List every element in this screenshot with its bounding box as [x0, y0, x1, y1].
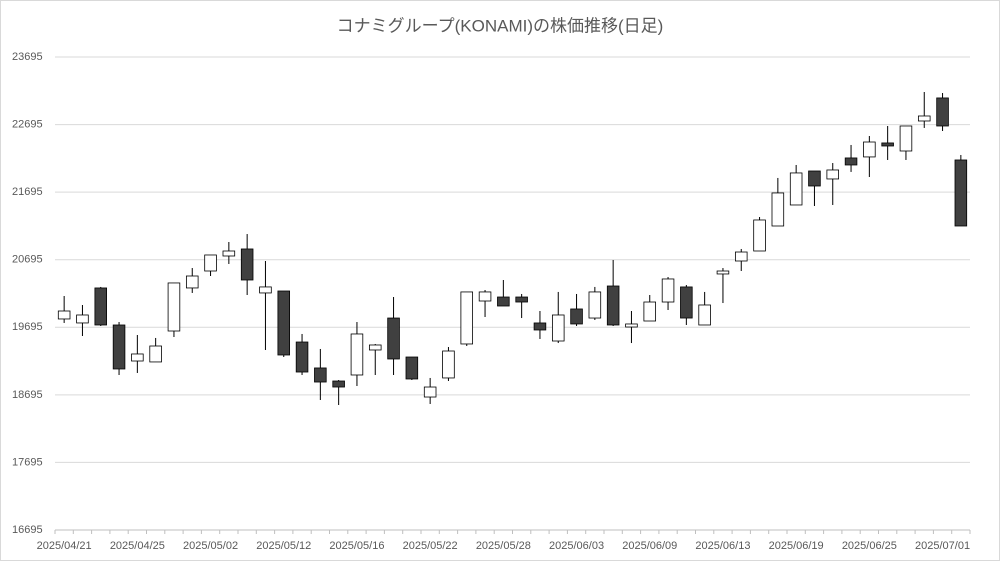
x-tick-label: 2025/06/09 — [622, 540, 677, 552]
candle-body — [368, 344, 382, 351]
candle-body — [222, 250, 236, 257]
candle-body — [295, 341, 309, 373]
candle-body — [844, 157, 858, 166]
candle-body — [76, 314, 89, 324]
candle-body — [478, 291, 492, 302]
x-tick-label: 2025/05/28 — [476, 540, 531, 552]
candle-body — [112, 324, 126, 370]
candle-body — [332, 380, 345, 388]
candle-body — [497, 296, 510, 307]
candle-body — [533, 322, 547, 331]
candle-body — [863, 141, 876, 158]
candle-body — [789, 172, 803, 206]
candle-body — [625, 323, 638, 328]
x-tick-label: 2025/05/22 — [403, 540, 458, 552]
candle-body — [734, 251, 748, 262]
candle-body — [588, 291, 602, 319]
x-tick-label: 2025/06/13 — [695, 540, 750, 552]
candle-body — [57, 310, 71, 320]
candle-body — [771, 192, 785, 227]
candle-body — [643, 301, 657, 322]
candle-body — [259, 286, 272, 294]
candle-body — [954, 159, 968, 227]
candle-body — [826, 169, 840, 180]
x-tick-label: 2025/06/25 — [842, 540, 897, 552]
y-tick-label: 20695 — [12, 254, 43, 266]
x-tick-label: 2025/05/12 — [256, 540, 311, 552]
candle-body — [240, 248, 254, 281]
candle-body — [606, 285, 620, 326]
candle-body — [387, 317, 400, 360]
candle-body — [314, 367, 327, 383]
candle-body — [350, 333, 364, 376]
candle-body — [698, 304, 711, 326]
candle-body — [277, 290, 291, 356]
x-tick-label: 2025/04/25 — [110, 540, 165, 552]
candle-body — [94, 287, 108, 326]
candle-body — [515, 296, 528, 303]
y-tick-label: 19695 — [12, 321, 43, 333]
y-tick-label: 21695 — [12, 186, 43, 198]
candle-body — [753, 219, 766, 252]
candle-body — [460, 291, 474, 345]
candle-body — [149, 345, 162, 363]
candle-body — [570, 308, 583, 325]
candle-body — [661, 278, 675, 303]
candle-body — [917, 115, 931, 122]
x-tick-label: 2025/07/01 — [915, 540, 970, 552]
candle-body — [405, 356, 419, 380]
x-tick-label: 2025/06/19 — [769, 540, 824, 552]
chart-title: コナミグループ(KONAMI)の株価推移(日足) — [337, 16, 664, 35]
candle-body — [442, 350, 455, 379]
x-tick-label: 2025/06/03 — [549, 540, 604, 552]
y-tick-label: 16695 — [12, 524, 43, 536]
candle-body — [680, 286, 693, 319]
candle-body — [185, 275, 199, 289]
candle-body — [423, 386, 437, 398]
y-tick-label: 17695 — [12, 456, 43, 468]
y-tick-label: 23695 — [12, 51, 43, 63]
candle-body — [936, 97, 949, 127]
x-tick-label: 2025/04/21 — [37, 540, 92, 552]
candle-body — [204, 254, 217, 272]
candle-body — [899, 125, 913, 152]
candle-body — [716, 270, 730, 275]
y-tick-label: 22695 — [12, 118, 43, 130]
candle-body — [881, 142, 894, 147]
candle-body — [131, 353, 144, 362]
y-tick-label: 18695 — [12, 389, 43, 401]
candle-body — [167, 282, 181, 332]
x-tick-label: 2025/05/02 — [183, 540, 238, 552]
candle-body — [551, 314, 565, 342]
x-tick-label: 2025/05/16 — [329, 540, 384, 552]
candle-body — [808, 170, 821, 187]
